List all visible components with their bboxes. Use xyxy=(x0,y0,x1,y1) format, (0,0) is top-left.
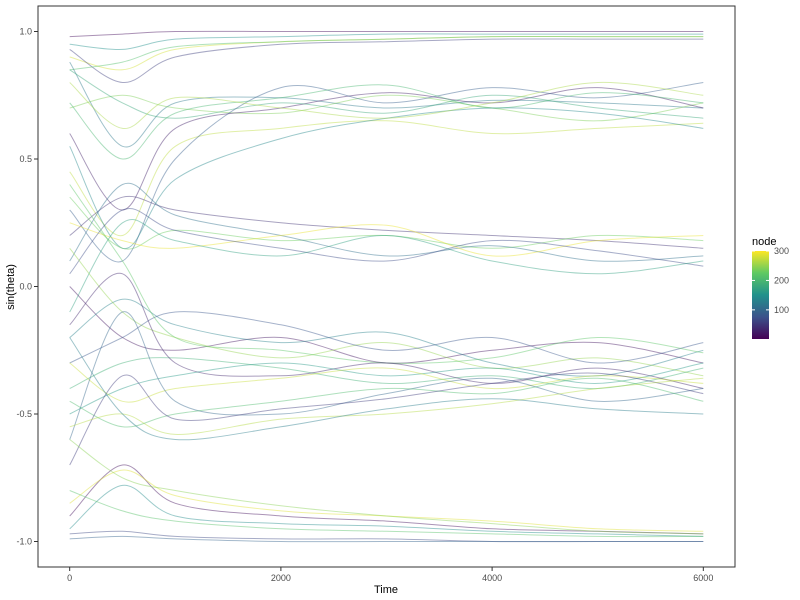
series-line-37 xyxy=(69,530,704,543)
series-line-10 xyxy=(69,82,704,263)
y-tick-label: 0.5 xyxy=(19,154,32,164)
series-line-9 xyxy=(69,120,704,237)
series-line-3 xyxy=(69,38,704,84)
series-line-19 xyxy=(69,219,704,313)
series-lines xyxy=(69,30,704,543)
legend-title: node xyxy=(752,236,776,248)
series-line-8 xyxy=(69,69,704,119)
series-line-0 xyxy=(69,30,704,38)
series-line-24 xyxy=(69,357,704,390)
colorbar xyxy=(752,251,769,339)
series-line-1 xyxy=(69,33,704,50)
series-line-30 xyxy=(69,377,704,428)
series-line-4 xyxy=(69,35,704,71)
series-line-29 xyxy=(69,311,704,440)
series-line-31 xyxy=(69,372,704,466)
series-line-39 xyxy=(69,535,704,543)
series-line-36 xyxy=(69,469,704,532)
series-line-15 xyxy=(69,196,704,250)
colorbar-tick-label: 200 xyxy=(774,275,789,285)
colorbar-ticks: 100 200 300 xyxy=(752,246,789,315)
colorbar-tick-label: 300 xyxy=(774,246,789,256)
x-axis-title: Time xyxy=(374,584,398,596)
y-tick-label: 0.0 xyxy=(19,282,32,292)
x-tick-label: 2000 xyxy=(271,573,291,583)
series-line-38 xyxy=(69,490,704,538)
x-axis: 0 2000 4000 6000 xyxy=(67,567,713,583)
series-line-33 xyxy=(69,337,704,441)
series-line-21 xyxy=(69,298,704,377)
y-tick-label: -0.5 xyxy=(16,409,32,419)
series-line-11 xyxy=(69,84,704,160)
series-line-12 xyxy=(69,107,704,249)
series-line-6 xyxy=(69,94,704,122)
series-line-17 xyxy=(69,222,704,257)
series-line-20 xyxy=(69,286,704,364)
series-line-28 xyxy=(69,362,704,403)
x-tick-label: 0 xyxy=(67,573,72,583)
series-line-22 xyxy=(69,247,704,377)
series-line-26 xyxy=(69,272,704,389)
series-line-23 xyxy=(69,311,704,364)
y-axis-title: sin(theta) xyxy=(5,264,17,310)
x-tick-label: 6000 xyxy=(693,573,713,583)
series-line-25 xyxy=(69,184,704,364)
series-line-40 xyxy=(69,439,704,535)
series-line-27 xyxy=(69,362,704,415)
series-line-18 xyxy=(69,208,704,275)
series-line-13 xyxy=(69,81,704,129)
series-line-2 xyxy=(69,35,704,71)
legend: node 100 200 300 xyxy=(752,236,789,339)
y-tick-label: 1.0 xyxy=(19,27,32,37)
series-line-32 xyxy=(69,377,704,435)
x-tick-label: 4000 xyxy=(482,573,502,583)
series-line-34 xyxy=(69,464,704,535)
y-axis: -1.0 -0.5 0.0 0.5 1.0 xyxy=(16,27,38,547)
series-line-14 xyxy=(69,195,704,249)
plot-panel xyxy=(37,5,736,568)
series-line-7 xyxy=(69,87,704,211)
series-line-16 xyxy=(69,182,704,262)
colorbar-tick-label: 100 xyxy=(774,305,789,315)
series-line-35 xyxy=(69,484,704,537)
y-tick-label: -1.0 xyxy=(16,537,32,547)
series-line-5 xyxy=(69,61,704,148)
